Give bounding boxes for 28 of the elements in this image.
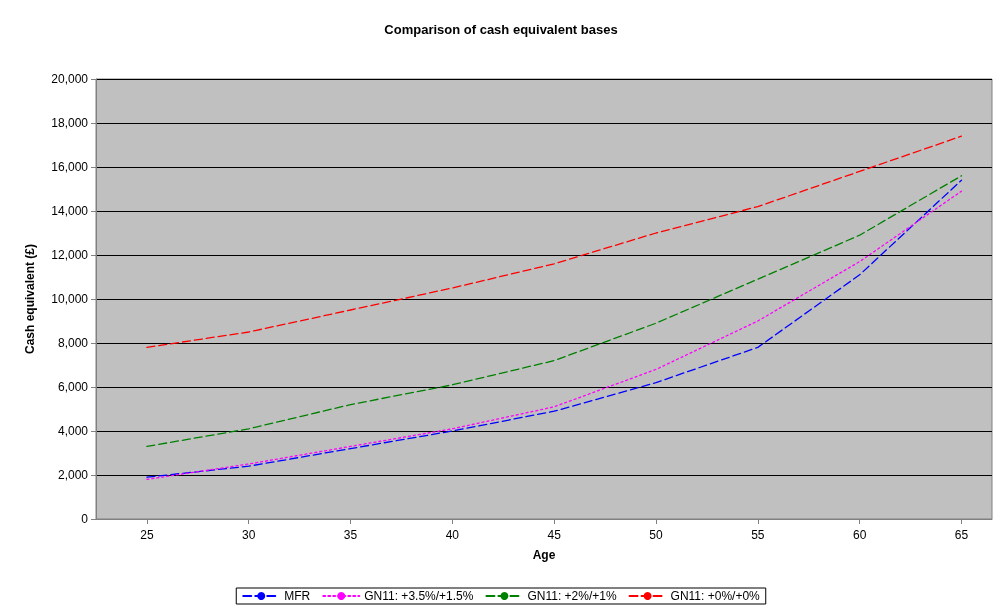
x-tick-label: 35 xyxy=(343,528,358,542)
y-tick-label: 6,000 xyxy=(57,380,89,394)
x-tick-label: 45 xyxy=(547,528,562,542)
y-tick-label: 8,000 xyxy=(57,336,89,350)
y-tick-label: 20,000 xyxy=(51,72,89,86)
x-tick-label: 55 xyxy=(751,528,765,542)
x-tick-label: 60 xyxy=(852,528,867,542)
y-tick-label: 4,000 xyxy=(57,424,89,438)
x-axis-title: Age xyxy=(532,548,556,562)
x-tick-label: 50 xyxy=(649,528,663,542)
x-tick-label: 30 xyxy=(242,528,256,542)
y-tick-label: 0 xyxy=(81,512,89,526)
x-tick-label: 40 xyxy=(445,528,460,542)
y-tick-label: 2,000 xyxy=(57,468,89,482)
y-tick-label: 16,000 xyxy=(51,160,89,174)
chart-title: Comparison of cash equivalent bases xyxy=(384,22,618,37)
y-tick-label: 10,000 xyxy=(51,292,89,306)
y-tick-label: 18,000 xyxy=(51,116,89,130)
legend-label: MFR xyxy=(284,589,311,603)
x-tick-label: 65 xyxy=(954,528,969,542)
x-tick-label: 25 xyxy=(140,528,154,542)
legend-label: GN11: +0%/+0% xyxy=(670,589,761,603)
y-axis-title: Cash equivalent (£) xyxy=(23,243,37,355)
y-tick-label: 14,000 xyxy=(51,204,89,218)
legend-label: GN11: +3.5%/+1.5% xyxy=(364,589,474,603)
legend-label: GN11: +2%/+1% xyxy=(527,589,617,603)
y-tick-label: 12,000 xyxy=(51,248,89,262)
line-series xyxy=(146,135,963,349)
